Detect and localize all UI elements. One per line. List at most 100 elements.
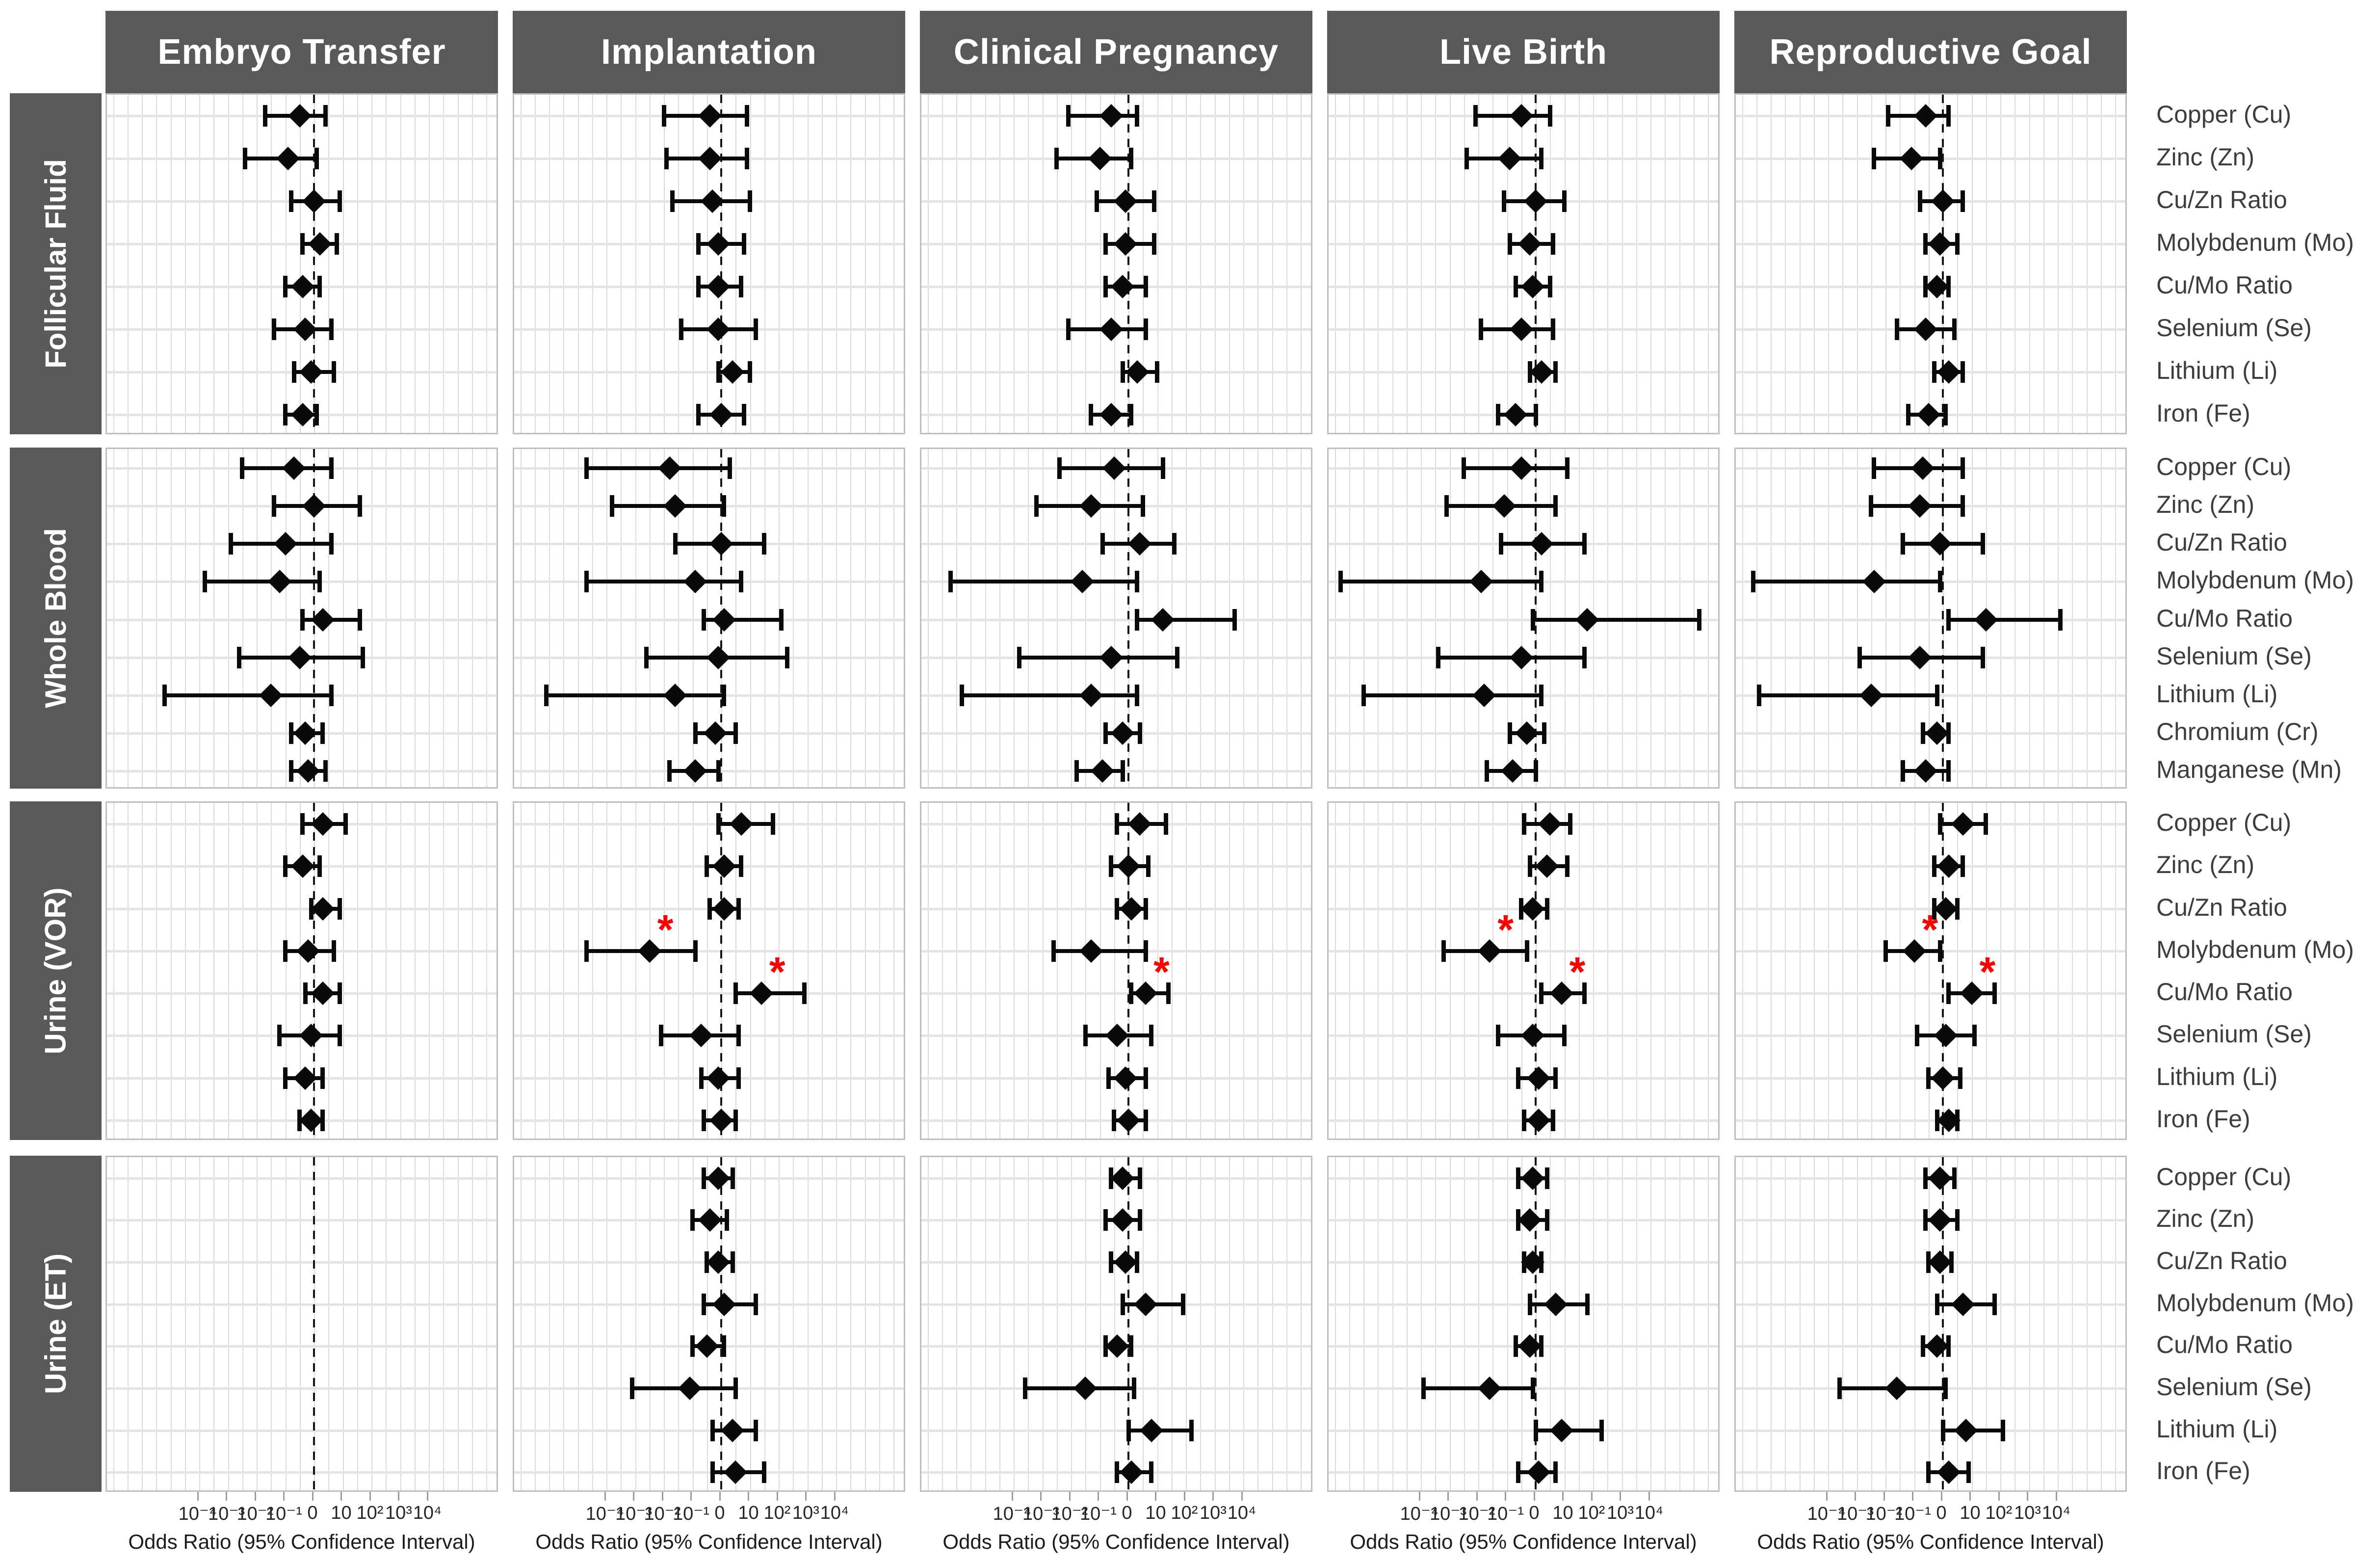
ci-cap-left [1022, 1377, 1027, 1399]
gridline [1622, 803, 1623, 1139]
gridline [850, 1157, 852, 1490]
gridline [1056, 1157, 1058, 1490]
gridline [999, 95, 1000, 433]
gridline [520, 449, 522, 787]
gridline [2115, 803, 2116, 1139]
ci-cap-left [584, 940, 589, 962]
ci-bar [1019, 655, 1177, 660]
gridline [534, 449, 536, 787]
ci-cap-right [1232, 609, 1237, 631]
gridline [107, 1219, 497, 1222]
ci-cap-left [1100, 533, 1105, 555]
zero-reference-line [1127, 803, 1129, 1139]
element-label: Zinc (Zn) [2156, 490, 2254, 518]
gridline [927, 803, 929, 1139]
or-point [1521, 897, 1545, 921]
gridline [706, 95, 708, 433]
gridline [1521, 449, 1522, 787]
ci-cap-left [1917, 190, 1922, 212]
ci-cap-left [1522, 813, 1527, 835]
gridline [228, 803, 229, 1139]
facet-panel: * * [1734, 801, 2127, 1140]
gridline [1449, 1157, 1451, 1490]
gridline [2014, 95, 2016, 433]
ci-cap-left [696, 403, 701, 425]
gridline [107, 1429, 497, 1432]
gridline [1679, 803, 1680, 1139]
gridline [142, 449, 143, 787]
ci-cap-right [779, 609, 784, 631]
gridline [1349, 1157, 1350, 1490]
element-label: Cu/Mo Ratio [2156, 978, 2293, 1006]
zero-reference-line [720, 1157, 722, 1490]
gridline [563, 95, 565, 433]
gridline [1578, 95, 1580, 433]
column-header-live-birth: Live Birth [1327, 11, 1720, 93]
gridline [1900, 803, 1901, 1139]
or-point [1885, 1376, 1909, 1400]
gridline [2072, 95, 2073, 433]
ci-cap-right [1530, 1377, 1535, 1399]
gridline [1301, 803, 1302, 1139]
ci-cap-left [1932, 855, 1936, 877]
ci-cap-right [358, 609, 363, 631]
ci-cap-right [1539, 148, 1544, 170]
ci-cap-left [1522, 1109, 1527, 1131]
or-point [721, 360, 745, 384]
ci-cap-right [722, 1335, 727, 1357]
gridline [2043, 1157, 2044, 1490]
gridline [1028, 1157, 1029, 1490]
axis-tick [1969, 1492, 1971, 1501]
axis-tick [1562, 1492, 1564, 1501]
ci-cap-right [802, 982, 807, 1005]
gridline [956, 95, 957, 433]
gridline [1771, 449, 1772, 787]
gridline [1785, 95, 1786, 433]
or-point [1498, 147, 1522, 171]
axis-tick-label: 10⁻⁴ [585, 1504, 625, 1524]
ci-bar [962, 693, 1137, 697]
axis-tick [369, 1492, 371, 1501]
x-axis-title: Odds Ratio (95% Confidence Interval) [128, 1530, 475, 1553]
gridline [807, 803, 809, 1139]
gridline [1042, 449, 1044, 787]
ci-cap-left [288, 760, 293, 782]
gridline [285, 449, 287, 787]
or-point [706, 1166, 731, 1190]
column-header-reproductive-goal: Reproductive Goal [1734, 11, 2127, 93]
or-point [712, 897, 736, 921]
gridline [549, 1157, 550, 1490]
ci-cap-left [1120, 1293, 1125, 1315]
gridline [735, 1157, 737, 1490]
ci-cap-right [1935, 684, 1939, 706]
gridline [563, 449, 565, 787]
or-point [299, 360, 323, 384]
element-label: Copper (Cu) [2156, 1163, 2292, 1191]
gridline [779, 1157, 780, 1490]
gridline [443, 95, 445, 433]
gridline [342, 803, 344, 1139]
ci-cap-right [728, 457, 732, 479]
axis-tick-label: 10⁻⁴ [1807, 1504, 1846, 1524]
gridline [1736, 1429, 2125, 1432]
or-point [1928, 232, 1952, 256]
gridline [678, 803, 680, 1139]
or-point [1521, 274, 1545, 298]
or-point [1859, 683, 1883, 707]
ci-cap-right [1984, 813, 1988, 835]
gridline [999, 1157, 1000, 1490]
gridline [1435, 1157, 1437, 1490]
gridline [577, 1157, 579, 1490]
gridline [2086, 449, 2088, 787]
x-axis-title: Odds Ratio (95% Confidence Interval) [1757, 1530, 2104, 1553]
gridline [1171, 95, 1173, 433]
ci-cap-right [1166, 982, 1171, 1005]
ci-cap-right [739, 855, 744, 877]
axis-tick-label: 10 [1960, 1503, 1981, 1523]
ci-cap-right [1132, 1377, 1137, 1399]
gridline [549, 803, 550, 1139]
ci-cap-left [702, 1293, 706, 1315]
axis-tick [1069, 1492, 1071, 1501]
gridline [1214, 803, 1216, 1139]
ci-cap-right [1562, 190, 1567, 212]
